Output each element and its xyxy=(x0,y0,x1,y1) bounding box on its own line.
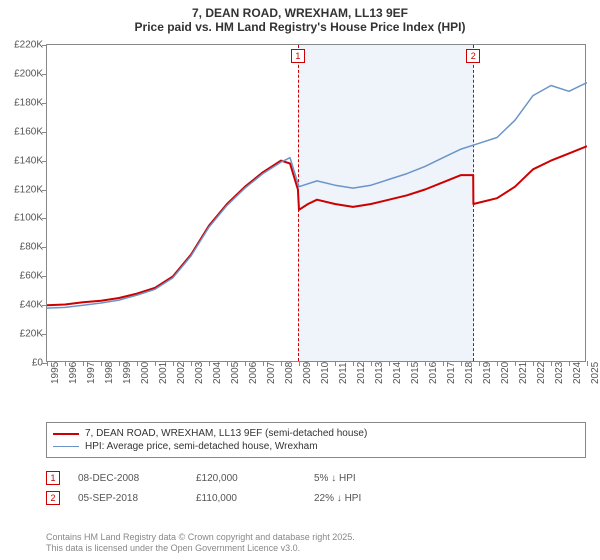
y-tick-label: £20K xyxy=(3,329,43,340)
x-tick-label: 1998 xyxy=(104,362,115,384)
x-tick-label: 2005 xyxy=(230,362,241,384)
x-tick-label: 2012 xyxy=(356,362,367,384)
transaction-marker-icon: 2 xyxy=(46,491,60,505)
transaction-marker-icon: 1 xyxy=(46,471,60,485)
x-tick-label: 2002 xyxy=(176,362,187,384)
x-tick-label: 2021 xyxy=(518,362,529,384)
y-tick-label: £200K xyxy=(3,68,43,79)
chart-marker: 1 xyxy=(291,49,305,63)
x-tick-label: 1999 xyxy=(122,362,133,384)
x-tick-label: 1996 xyxy=(68,362,79,384)
x-tick-label: 2009 xyxy=(302,362,313,384)
transaction-price: £120,000 xyxy=(196,473,296,484)
attribution-block: Contains HM Land Registry data © Crown c… xyxy=(46,532,586,555)
x-tick-label: 1995 xyxy=(50,362,61,384)
chart-marker: 2 xyxy=(466,49,480,63)
x-tick-label: 2018 xyxy=(464,362,475,384)
title-address: 7, DEAN ROAD, WREXHAM, LL13 9EF xyxy=(0,6,600,20)
legend-item-hpi: HPI: Average price, semi-detached house,… xyxy=(53,440,579,453)
y-tick-label: £100K xyxy=(3,213,43,224)
legend-box: 7, DEAN ROAD, WREXHAM, LL13 9EF (semi-de… xyxy=(46,422,586,458)
series-hpi xyxy=(47,83,587,309)
x-tick-label: 2017 xyxy=(446,362,457,384)
transaction-date: 05-SEP-2018 xyxy=(78,493,178,504)
title-subtitle: Price paid vs. HM Land Registry's House … xyxy=(0,20,600,34)
legend-swatch-hpi xyxy=(53,446,79,447)
transaction-delta: 5% ↓ HPI xyxy=(314,473,414,484)
y-tick-label: £80K xyxy=(3,242,43,253)
x-tick xyxy=(587,361,588,366)
x-tick-label: 2020 xyxy=(500,362,511,384)
x-tick-label: 2013 xyxy=(374,362,385,384)
x-tick-label: 2023 xyxy=(554,362,565,384)
y-tick-label: £220K xyxy=(3,40,43,51)
legend-swatch-price-paid xyxy=(53,433,79,435)
x-tick-label: 2022 xyxy=(536,362,547,384)
x-tick-label: 2001 xyxy=(158,362,169,384)
x-tick-label: 2007 xyxy=(266,362,277,384)
attribution-line1: Contains HM Land Registry data © Crown c… xyxy=(46,532,586,543)
title-block: 7, DEAN ROAD, WREXHAM, LL13 9EF Price pa… xyxy=(0,0,600,36)
x-tick-label: 2008 xyxy=(284,362,295,384)
y-tick-label: £0 xyxy=(3,358,43,369)
y-tick-label: £180K xyxy=(3,97,43,108)
x-tick-label: 2015 xyxy=(410,362,421,384)
series-svg xyxy=(47,45,587,363)
transactions-block: 1 08-DEC-2008 £120,000 5% ↓ HPI 2 05-SEP… xyxy=(46,468,586,508)
y-tick-label: £120K xyxy=(3,184,43,195)
y-tick-label: £140K xyxy=(3,155,43,166)
y-tick-label: £160K xyxy=(3,126,43,137)
x-tick-label: 2014 xyxy=(392,362,403,384)
legend-label-price-paid: 7, DEAN ROAD, WREXHAM, LL13 9EF (semi-de… xyxy=(85,428,367,439)
legend-item-price-paid: 7, DEAN ROAD, WREXHAM, LL13 9EF (semi-de… xyxy=(53,427,579,440)
transaction-price: £110,000 xyxy=(196,493,296,504)
x-tick-label: 2006 xyxy=(248,362,259,384)
transaction-delta: 22% ↓ HPI xyxy=(314,493,414,504)
transaction-row: 1 08-DEC-2008 £120,000 5% ↓ HPI xyxy=(46,468,586,488)
legend-label-hpi: HPI: Average price, semi-detached house,… xyxy=(85,441,318,452)
chart-container: 7, DEAN ROAD, WREXHAM, LL13 9EF Price pa… xyxy=(0,0,600,560)
x-tick-label: 2000 xyxy=(140,362,151,384)
x-tick-label: 2016 xyxy=(428,362,439,384)
transaction-date: 08-DEC-2008 xyxy=(78,473,178,484)
x-tick-label: 2003 xyxy=(194,362,205,384)
y-tick-label: £40K xyxy=(3,300,43,311)
x-tick-label: 2010 xyxy=(320,362,331,384)
x-tick-label: 2011 xyxy=(338,362,349,384)
series-price_paid xyxy=(47,146,587,305)
plot-region: 12 £0£20K£40K£60K£80K£100K£120K£140K£160… xyxy=(46,44,586,362)
x-tick-label: 2025 xyxy=(590,362,600,384)
x-tick-label: 2024 xyxy=(572,362,583,384)
x-tick-label: 2019 xyxy=(482,362,493,384)
x-tick-label: 2004 xyxy=(212,362,223,384)
attribution-line2: This data is licensed under the Open Gov… xyxy=(46,543,586,554)
chart-area: 12 £0£20K£40K£60K£80K£100K£120K£140K£160… xyxy=(46,44,586,382)
transaction-row: 2 05-SEP-2018 £110,000 22% ↓ HPI xyxy=(46,488,586,508)
y-tick-label: £60K xyxy=(3,271,43,282)
x-tick-label: 1997 xyxy=(86,362,97,384)
